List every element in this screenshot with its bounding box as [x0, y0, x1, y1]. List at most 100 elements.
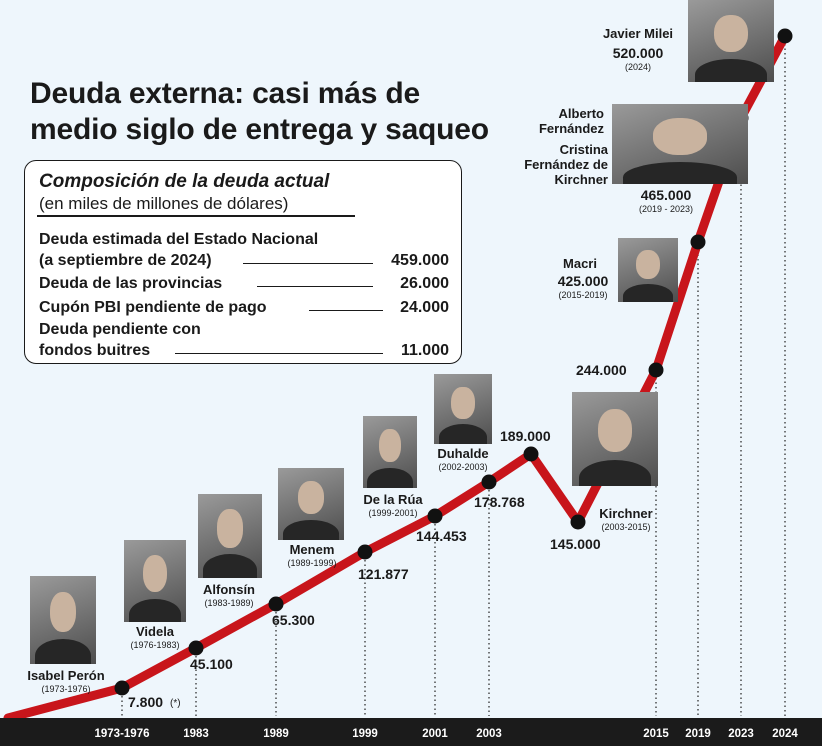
- x-tick-label: 1983: [183, 728, 209, 740]
- row-provinces-value: 26.000: [400, 275, 449, 292]
- president-years: (2002-2003): [438, 462, 488, 472]
- president-label-duhalde: Duhalde (2002-2003): [426, 446, 500, 473]
- president-years: (1983-1989): [204, 598, 254, 608]
- x-axis-bar: 1973-1976 1983 1989 1999 2001 2003 2015 2019 202…: [0, 718, 822, 746]
- box-subtitle: (en miles de millones de dólares): [39, 194, 289, 213]
- leader-line: [243, 263, 373, 264]
- value-label-121877: 121.877: [358, 566, 409, 582]
- row-provinces-label: Deuda de las provincias: [39, 275, 223, 292]
- x-tick-label: 2024: [772, 728, 798, 740]
- alfonsin-photo: [198, 494, 262, 578]
- president-label-de-la-rua: De la Rúa (1999-2001): [356, 492, 430, 519]
- box-title: Composición de la deuda actual: [39, 171, 330, 192]
- macri-photo: [618, 238, 678, 302]
- box-subtitle-underline: [37, 215, 355, 217]
- x-tick-label: 1973-1976: [95, 728, 150, 740]
- president-name: Menem: [289, 542, 335, 557]
- leader-line: [175, 353, 383, 354]
- chart-title: Deuda externa: casi más de medio siglo d…: [30, 77, 489, 146]
- president-label-alfonsin: Alfonsín (1983-1989): [190, 582, 268, 609]
- x-tick-label: 1989: [263, 728, 289, 740]
- row-vulture-funds-label2: fondos buitres: [39, 342, 151, 359]
- data-point-45100: [188, 640, 204, 656]
- row-gdp-coupon-value: 24.000: [400, 299, 449, 316]
- x-tick-label: 2019: [685, 728, 711, 740]
- president-years: (1999-2001): [368, 508, 418, 518]
- value-label-178768: 178.768: [474, 494, 525, 510]
- value-label-465000: 465.000 (2019 - 2023): [626, 188, 706, 215]
- president-name: Isabel Perón: [27, 668, 105, 683]
- value-label-7800: 7.800: [128, 694, 164, 710]
- president-name: Videla: [135, 624, 175, 639]
- data-point-65300: [268, 596, 284, 612]
- data-point-7800: [114, 680, 130, 696]
- row-national-debt-label2: (a septiembre de 2024): [39, 252, 212, 269]
- president-name: Alberto Fernández: [538, 106, 604, 136]
- value-footnote-marker: (*): [170, 698, 181, 709]
- row-vulture-funds-value: 11.000: [400, 342, 449, 359]
- value-label-144453: 144.453: [416, 528, 467, 544]
- president-years: (1976-1983): [130, 640, 180, 650]
- president-name: Cristina Fernández de Kirchner: [524, 142, 608, 187]
- x-tick-label: 2003: [476, 728, 502, 740]
- president-name: Kirchner: [599, 506, 653, 521]
- x-tick-label: 2015: [643, 728, 669, 740]
- value-label: 425.000: [557, 273, 609, 289]
- value-label-244000: 244.000: [576, 362, 627, 378]
- president-label-kirchner: Kirchner (2003-2015): [590, 506, 662, 533]
- president-label-alberto-fernandez: Alberto Fernández: [532, 106, 604, 136]
- value-label-520000: 520.000 (2024): [600, 46, 676, 73]
- president-name: Macri: [563, 256, 597, 271]
- data-point-145000: [570, 514, 586, 530]
- x-tick-label: 2001: [422, 728, 448, 740]
- president-label-cristina-fernandez: Cristina Fernández de Kirchner: [524, 142, 608, 187]
- data-point-425000: [690, 234, 706, 250]
- videla-photo: [124, 540, 186, 622]
- president-years: (2024): [624, 62, 651, 72]
- president-label-videla: Videla (1976-1983): [116, 624, 194, 651]
- row-vulture-funds-label: Deuda pendiente con: [39, 321, 201, 338]
- data-point-520000: [777, 28, 793, 44]
- president-name: Duhalde: [437, 446, 489, 461]
- fernandez-photo: [612, 104, 748, 184]
- data-point-178768: [481, 474, 497, 490]
- president-label-macri: Macri: [550, 256, 610, 271]
- value-label: 520.000: [612, 45, 664, 61]
- data-point-189000: [523, 446, 539, 462]
- value-label-145000: 145.000: [550, 536, 601, 552]
- data-point-121877: [357, 544, 373, 560]
- row-national-debt-label: Deuda estimada del Estado Nacional: [39, 231, 319, 248]
- president-years: (1973-1976): [41, 684, 91, 694]
- chart-gridlines: [121, 44, 786, 716]
- leader-line: [309, 310, 383, 311]
- president-label-isabel-peron: Isabel Perón (1973-1976): [18, 668, 114, 695]
- row-national-debt-value: 459.000: [391, 252, 449, 269]
- de-la-rua-photo: [363, 416, 417, 488]
- kirchner-photo: [572, 392, 658, 486]
- row-gdp-coupon-label: Cupón PBI pendiente de pago: [39, 299, 267, 316]
- data-point-144453: [427, 508, 443, 524]
- president-label-milei: Javier Milei: [596, 26, 680, 41]
- value-label-189000: 189.000: [500, 428, 551, 444]
- milei-photo: [688, 0, 774, 82]
- x-tick-label: 2023: [728, 728, 754, 740]
- value-label-425000: 425.000 (2015-2019): [544, 274, 622, 301]
- president-name: Javier Milei: [602, 26, 674, 41]
- data-point-244000: [648, 362, 664, 378]
- debt-composition-box: Composición de la deuda actual (en miles…: [24, 160, 462, 364]
- value-label: 465.000: [640, 187, 692, 203]
- president-years: (1989-1999): [287, 558, 337, 568]
- president-years: (2019 - 2023): [638, 204, 694, 214]
- president-years: (2003-2015): [601, 522, 651, 532]
- isabel-peron-photo: [30, 576, 96, 664]
- menem-photo: [278, 468, 344, 540]
- duhalde-photo: [434, 374, 492, 444]
- president-name: Alfonsín: [203, 582, 255, 597]
- x-tick-label: 1999: [352, 728, 378, 740]
- leader-line: [257, 286, 373, 287]
- president-label-menem: Menem (1989-1999): [276, 542, 348, 569]
- x-axis-band: [0, 718, 822, 746]
- value-label-65300: 65.300: [272, 612, 315, 628]
- president-name: De la Rúa: [363, 492, 423, 507]
- president-years: (2015-2019): [558, 290, 608, 300]
